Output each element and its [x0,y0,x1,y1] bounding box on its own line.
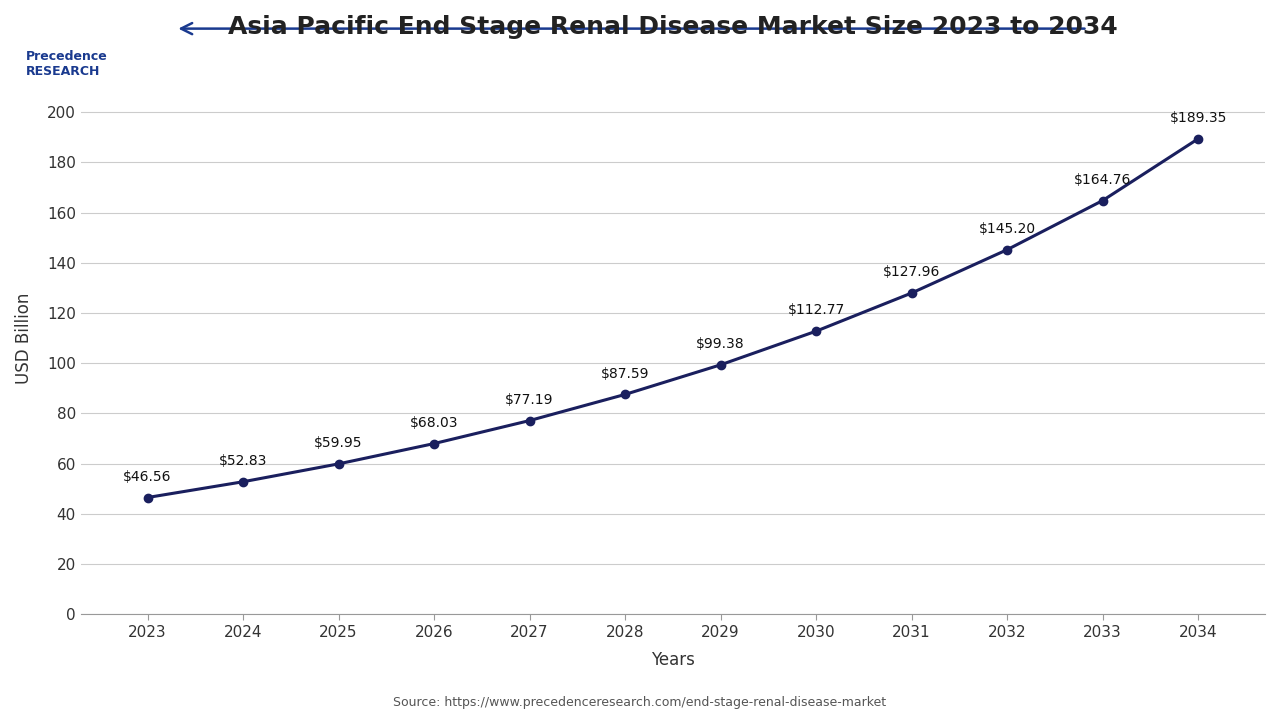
Text: $87.59: $87.59 [600,366,649,381]
Text: $127.96: $127.96 [883,265,941,279]
Text: $99.38: $99.38 [696,337,745,351]
Text: Source: https://www.precedenceresearch.com/end-stage-renal-disease-market: Source: https://www.precedenceresearch.c… [393,696,887,708]
X-axis label: Years: Years [652,651,695,669]
Text: $68.03: $68.03 [410,415,458,430]
Title: Asia Pacific End Stage Renal Disease Market Size 2023 to 2034: Asia Pacific End Stage Renal Disease Mar… [228,15,1117,39]
Text: $46.56: $46.56 [123,469,172,484]
Y-axis label: USD Billion: USD Billion [15,292,33,384]
Text: $164.76: $164.76 [1074,173,1132,186]
Text: Precedence
RESEARCH: Precedence RESEARCH [26,50,108,78]
Text: $112.77: $112.77 [787,303,845,318]
Text: $52.83: $52.83 [219,454,268,468]
Text: $189.35: $189.35 [1170,111,1226,125]
Text: $145.20: $145.20 [979,222,1036,236]
Text: $59.95: $59.95 [315,436,362,450]
Text: $77.19: $77.19 [506,392,554,407]
